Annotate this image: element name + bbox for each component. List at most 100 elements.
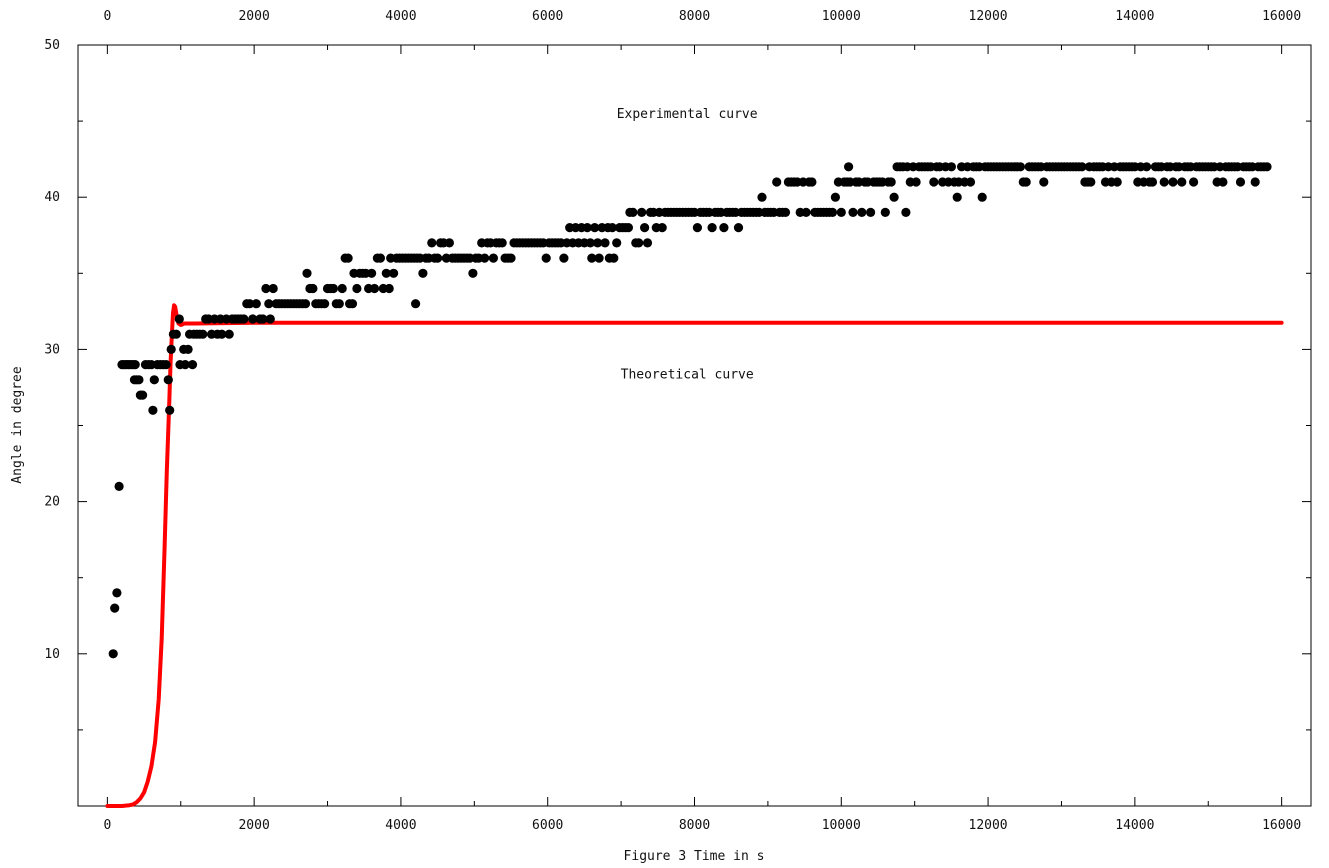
data-point xyxy=(587,253,597,263)
data-point xyxy=(337,283,347,294)
data-point xyxy=(946,162,957,172)
data-point xyxy=(239,314,249,324)
data-point xyxy=(265,314,275,324)
data-point xyxy=(248,314,258,324)
axis-ticks xyxy=(78,44,1311,806)
data-point xyxy=(258,314,268,324)
data-point xyxy=(261,283,271,294)
x-tick-label: 10000 xyxy=(822,818,861,833)
data-point xyxy=(707,223,717,233)
data-point xyxy=(612,238,622,248)
data-point xyxy=(692,223,703,233)
data-point xyxy=(268,283,278,294)
data-point xyxy=(264,299,274,309)
data-point xyxy=(334,299,344,309)
data-point xyxy=(801,207,811,217)
data-point xyxy=(1086,177,1096,187)
data-point xyxy=(224,329,234,339)
x-tick-label: 6000 xyxy=(532,818,563,833)
x-tick-label: 12000 xyxy=(969,818,1008,833)
data-point xyxy=(384,283,394,294)
data-point xyxy=(830,192,841,202)
data-point xyxy=(488,253,498,263)
data-point xyxy=(320,299,330,309)
data-point xyxy=(657,223,667,233)
data-point xyxy=(171,329,181,339)
data-point xyxy=(772,177,782,187)
data-point xyxy=(251,299,261,309)
data-point xyxy=(901,207,911,217)
data-point xyxy=(640,223,650,233)
data-point xyxy=(1189,177,1199,187)
y-tick-label: 30 xyxy=(44,342,60,357)
data-point xyxy=(245,299,255,309)
plot-frame xyxy=(77,44,1312,807)
data-point xyxy=(1021,177,1031,187)
data-point xyxy=(600,238,610,248)
data-point xyxy=(757,192,767,202)
axis-tick-labels: 0 0 2000 2000 4000 4000 6000 6000 8000 8000 10000 1… xyxy=(44,9,1301,833)
data-point xyxy=(1077,162,1087,172)
data-point xyxy=(607,223,617,233)
y-axis-label: Angle in degree xyxy=(10,366,25,484)
data-point xyxy=(1015,162,1025,172)
data-point xyxy=(1250,177,1260,187)
x-tick-label-top: 0 xyxy=(103,9,111,24)
data-point xyxy=(427,238,437,248)
x-tick-label-top: 16000 xyxy=(1262,9,1301,24)
x-tick-label-top: 14000 xyxy=(1115,9,1154,24)
data-point xyxy=(506,253,516,263)
x-tick-label: 8000 xyxy=(679,818,710,833)
x-tick-label: 2000 xyxy=(238,818,269,833)
x-tick-label: 0 xyxy=(103,818,111,833)
y-tick-label: 10 xyxy=(44,647,60,662)
data-point xyxy=(183,344,193,354)
data-point xyxy=(166,344,176,354)
data-point xyxy=(138,390,148,400)
data-point xyxy=(174,314,184,324)
data-point xyxy=(163,375,173,385)
data-point xyxy=(844,162,854,172)
data-point xyxy=(433,253,443,263)
data-point xyxy=(468,268,478,278)
data-point xyxy=(541,253,551,263)
x-tick-label-top: 4000 xyxy=(385,9,416,24)
experimental-curve-annotation: Experimental curve xyxy=(617,107,758,122)
data-point xyxy=(1177,177,1187,187)
data-point xyxy=(343,253,353,263)
data-point xyxy=(559,253,569,263)
data-point xyxy=(628,207,638,217)
data-point xyxy=(180,360,190,370)
data-point xyxy=(375,253,385,263)
x-tick-label: 4000 xyxy=(385,818,416,833)
y-tick-label: 40 xyxy=(44,190,60,205)
data-point xyxy=(590,223,600,233)
data-point xyxy=(381,268,391,278)
data-point xyxy=(165,405,175,415)
data-point xyxy=(807,177,817,187)
data-point xyxy=(480,253,490,263)
data-point xyxy=(308,283,318,294)
data-point xyxy=(389,268,399,278)
data-point xyxy=(1159,177,1169,187)
data-point xyxy=(302,268,312,278)
data-point xyxy=(886,177,896,187)
data-point xyxy=(1112,177,1122,187)
data-point xyxy=(585,238,595,248)
data-point xyxy=(444,238,454,248)
data-point xyxy=(411,299,421,309)
data-point xyxy=(148,405,158,415)
x-tick-label: 14000 xyxy=(1115,818,1154,833)
x-tick-label-top: 12000 xyxy=(969,9,1008,24)
data-point xyxy=(1262,162,1272,172)
data-point xyxy=(623,223,634,233)
data-point xyxy=(418,268,428,278)
x-tick-label-top: 2000 xyxy=(238,9,269,24)
data-point xyxy=(929,177,939,187)
data-point xyxy=(149,375,159,385)
data-point xyxy=(780,207,791,217)
data-point xyxy=(497,238,507,248)
data-point xyxy=(198,329,208,339)
data-point xyxy=(347,299,358,309)
